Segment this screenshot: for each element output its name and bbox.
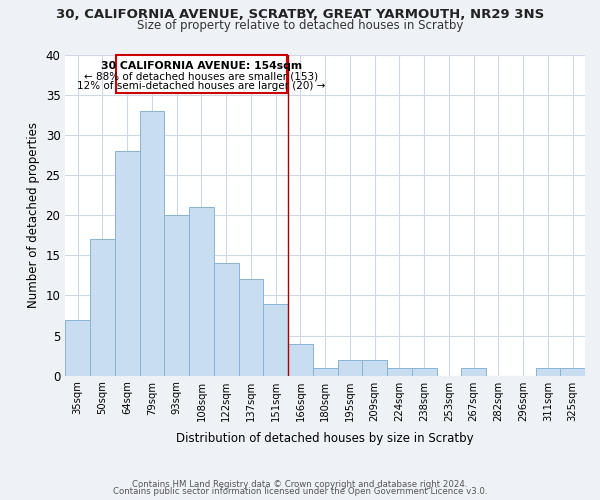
Bar — [313, 368, 338, 376]
X-axis label: Distribution of detached houses by size in Scratby: Distribution of detached houses by size … — [176, 432, 474, 445]
Bar — [536, 368, 560, 376]
Bar — [164, 216, 189, 376]
Bar — [140, 111, 164, 376]
Text: Contains public sector information licensed under the Open Government Licence v3: Contains public sector information licen… — [113, 488, 487, 496]
Bar — [560, 368, 585, 376]
Bar — [263, 304, 288, 376]
Text: Contains HM Land Registry data © Crown copyright and database right 2024.: Contains HM Land Registry data © Crown c… — [132, 480, 468, 489]
Text: 30 CALIFORNIA AVENUE: 154sqm: 30 CALIFORNIA AVENUE: 154sqm — [101, 60, 302, 70]
Bar — [387, 368, 412, 376]
FancyBboxPatch shape — [116, 55, 287, 94]
Bar — [288, 344, 313, 376]
Bar — [239, 280, 263, 376]
Text: 12% of semi-detached houses are larger (20) →: 12% of semi-detached houses are larger (… — [77, 80, 326, 90]
Bar — [90, 240, 115, 376]
Text: Size of property relative to detached houses in Scratby: Size of property relative to detached ho… — [137, 19, 463, 32]
Bar — [338, 360, 362, 376]
Bar — [412, 368, 437, 376]
Bar — [115, 151, 140, 376]
Bar — [461, 368, 486, 376]
Bar — [189, 208, 214, 376]
Text: 30, CALIFORNIA AVENUE, SCRATBY, GREAT YARMOUTH, NR29 3NS: 30, CALIFORNIA AVENUE, SCRATBY, GREAT YA… — [56, 8, 544, 20]
Text: ← 88% of detached houses are smaller (153): ← 88% of detached houses are smaller (15… — [85, 71, 319, 81]
Y-axis label: Number of detached properties: Number of detached properties — [27, 122, 40, 308]
Bar — [65, 320, 90, 376]
Bar — [214, 264, 239, 376]
Bar — [362, 360, 387, 376]
